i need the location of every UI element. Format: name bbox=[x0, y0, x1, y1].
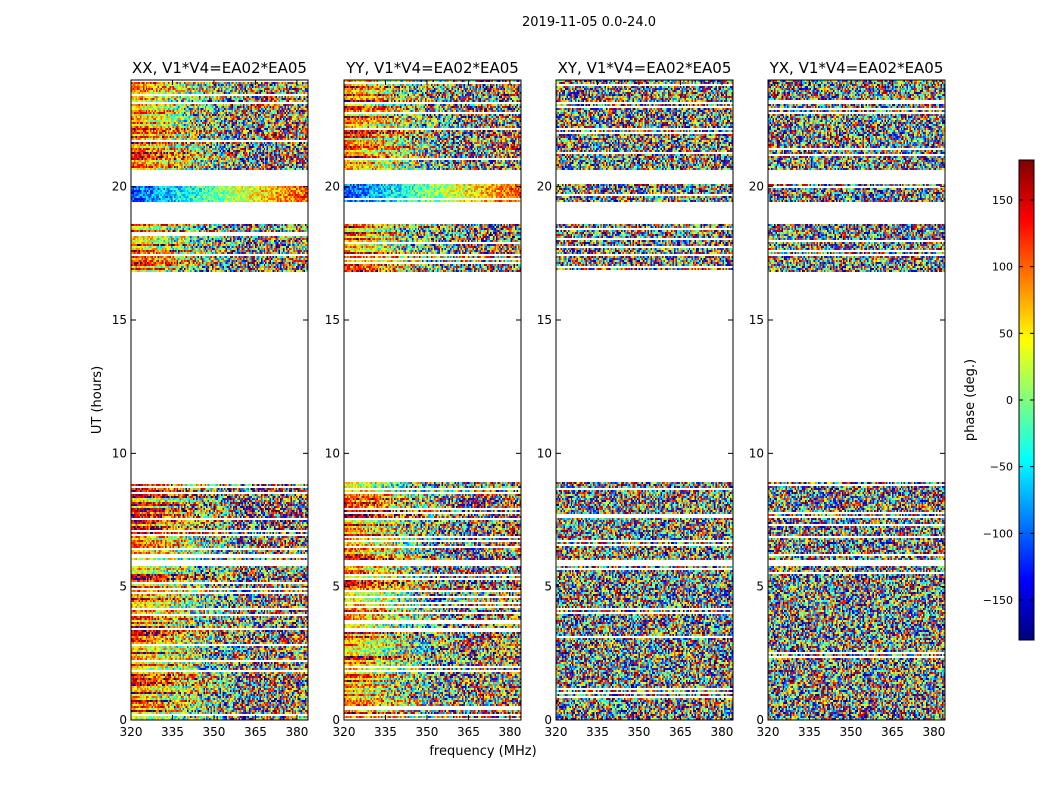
y-tick-label: 10 bbox=[537, 446, 552, 460]
y-tick-label: 5 bbox=[119, 580, 127, 594]
x-tick-label: 335 bbox=[798, 725, 821, 739]
y-tick-label: 20 bbox=[112, 180, 127, 194]
x-axis-label: frequency (MHz) bbox=[429, 744, 536, 759]
panels-group: XX, V1*V4=EA02*EA05 320 335 350 365 380 0 5 10 15… bbox=[112, 59, 946, 739]
y-tick-label: 10 bbox=[749, 446, 764, 460]
colorbar-label: phase (deg.) bbox=[963, 359, 978, 441]
x-tick-label: 380 bbox=[285, 725, 308, 739]
x-tick-label: 350 bbox=[203, 725, 226, 739]
x-tick-label: 320 bbox=[545, 725, 568, 739]
panel-xy-heatmap bbox=[556, 80, 733, 720]
x-tick-label: 320 bbox=[757, 725, 780, 739]
y-tick-label: 5 bbox=[544, 580, 552, 594]
y-tick-label: 10 bbox=[112, 446, 127, 460]
x-tick-label: 350 bbox=[628, 725, 651, 739]
x-tick-label: 365 bbox=[457, 725, 480, 739]
y-tick-label: 0 bbox=[756, 713, 764, 727]
x-tick-label: 365 bbox=[669, 725, 692, 739]
y-tick-label: 5 bbox=[756, 580, 764, 594]
y-tick-label: 20 bbox=[325, 180, 340, 194]
panel-xx: XX, V1*V4=EA02*EA05 320 335 350 365 380 0 5 10 15… bbox=[112, 59, 309, 739]
panel-xy-frame bbox=[555, 79, 734, 721]
x-tick-label: 335 bbox=[586, 725, 609, 739]
x-tick-label: 350 bbox=[416, 725, 439, 739]
panel-yx: YX, V1*V4=EA02*EA05 320 335 350 365 380 0 5 10 15… bbox=[749, 59, 946, 739]
x-tick-label: 365 bbox=[244, 725, 267, 739]
y-tick-label: 20 bbox=[749, 180, 764, 194]
colorbar-tick-label: 50 bbox=[999, 327, 1013, 340]
y-tick-label: 20 bbox=[537, 180, 552, 194]
figure-title: 2019-11-05 0.0-24.0 bbox=[522, 15, 656, 30]
x-tick-label: 380 bbox=[710, 725, 733, 739]
y-tick-label: 15 bbox=[112, 313, 127, 327]
y-tick-label: 15 bbox=[537, 313, 552, 327]
colorbar-tick-label: 0 bbox=[1006, 394, 1013, 407]
x-tick-label: 350 bbox=[840, 725, 863, 739]
x-tick-label: 320 bbox=[120, 725, 143, 739]
x-tick-label: 320 bbox=[333, 725, 356, 739]
y-tick-label: 0 bbox=[544, 713, 552, 727]
y-axis-label: UT (hours) bbox=[90, 366, 105, 434]
panel-xy: XY, V1*V4=EA02*EA05 320 335 350 365 380 0 5 10 15… bbox=[537, 59, 734, 739]
panel-yy: YY, V1*V4=EA02*EA05 320 335 350 365 380 0 5 10 15… bbox=[325, 59, 522, 739]
colorbar: 150 100 50 0 −50 −100 −150 phase (deg.) bbox=[963, 159, 1035, 641]
y-tick-label: 0 bbox=[119, 713, 127, 727]
y-tick-label: 5 bbox=[332, 580, 340, 594]
panel-yx-heatmap bbox=[768, 80, 945, 720]
panel-xx-heatmap bbox=[131, 80, 308, 720]
y-tick-label: 10 bbox=[325, 446, 340, 460]
panel-yy-frame bbox=[343, 79, 522, 721]
panel-xx-frame bbox=[130, 79, 309, 721]
panel-yy-title: YY, V1*V4=EA02*EA05 bbox=[345, 59, 519, 77]
panel-yy-heatmap bbox=[344, 80, 521, 720]
y-tick-label: 15 bbox=[749, 313, 764, 327]
colorbar-ticks: 150 100 50 0 −50 −100 −150 bbox=[983, 194, 1034, 607]
panel-xy-title: XY, V1*V4=EA02*EA05 bbox=[558, 59, 732, 77]
colorbar-tick-label: 150 bbox=[992, 194, 1013, 207]
y-tick-label: 0 bbox=[332, 713, 340, 727]
panel-yx-frame bbox=[767, 79, 946, 721]
x-tick-label: 335 bbox=[374, 725, 397, 739]
colorbar-tick-label: 100 bbox=[992, 261, 1013, 274]
colorbar-tick-label: −100 bbox=[983, 527, 1013, 540]
panel-xx-title: XX, V1*V4=EA02*EA05 bbox=[132, 59, 307, 77]
x-tick-label: 380 bbox=[922, 725, 945, 739]
panel-yx-title: YX, V1*V4=EA02*EA05 bbox=[769, 59, 944, 77]
colorbar-tick-label: −50 bbox=[990, 461, 1013, 474]
y-tick-label: 15 bbox=[325, 313, 340, 327]
colorbar-tick-label: −150 bbox=[983, 594, 1013, 607]
x-tick-label: 335 bbox=[161, 725, 184, 739]
x-tick-label: 380 bbox=[498, 725, 521, 739]
x-tick-label: 365 bbox=[881, 725, 904, 739]
